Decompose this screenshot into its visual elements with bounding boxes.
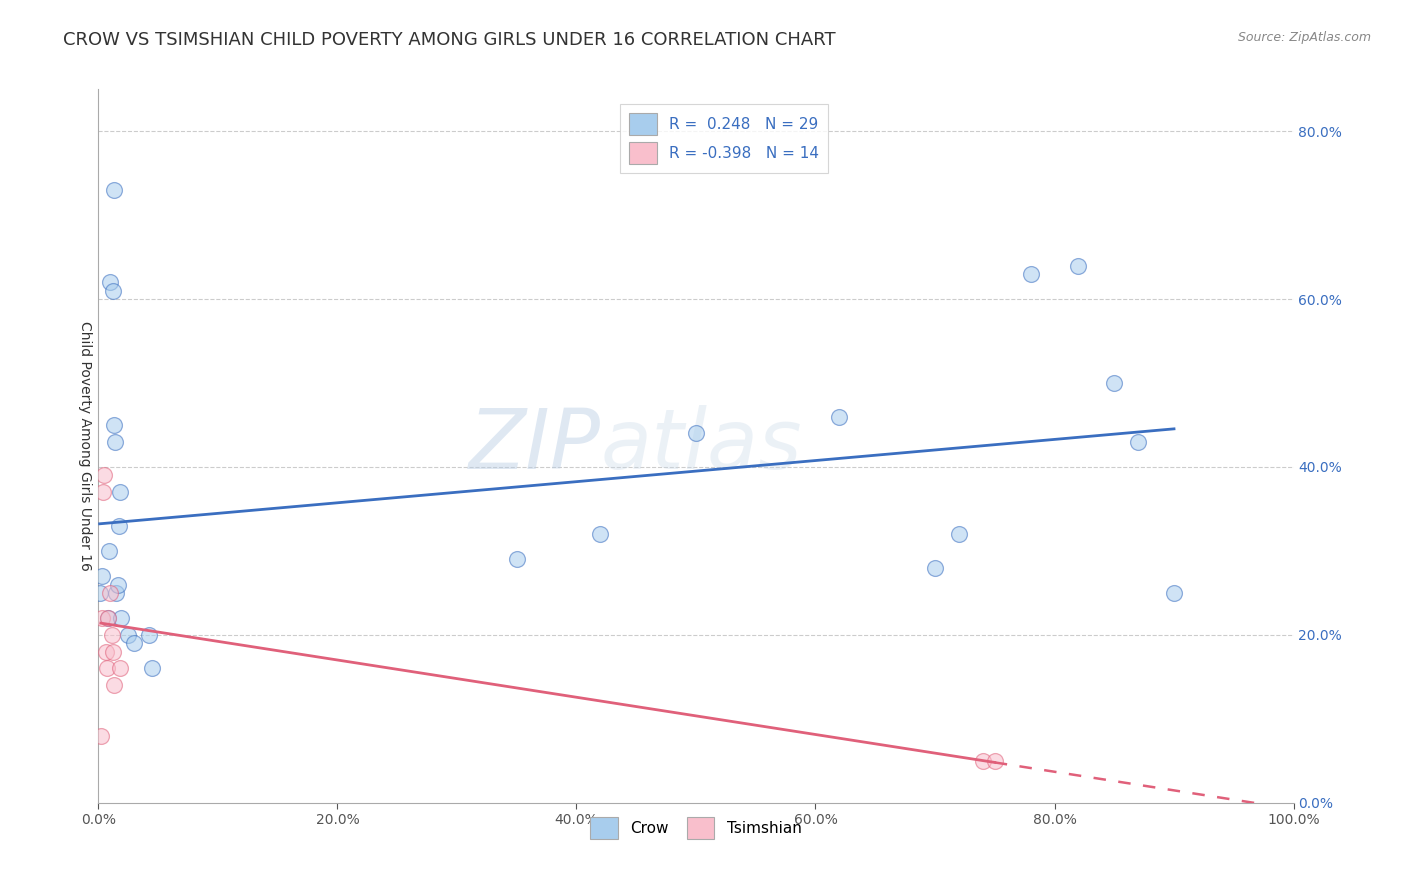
Point: [506, 552, 529, 566]
Point: [1019, 267, 1042, 281]
Point: [124, 636, 146, 650]
Point: [89, 586, 111, 600]
Point: [1128, 434, 1150, 449]
Point: [104, 434, 127, 449]
Point: [141, 661, 163, 675]
Point: [103, 678, 125, 692]
Point: [103, 183, 125, 197]
Point: [103, 417, 125, 432]
Point: [1163, 586, 1185, 600]
Point: [91, 569, 114, 583]
Point: [110, 611, 132, 625]
Point: [97, 611, 120, 625]
Point: [96, 661, 118, 675]
Point: [98, 586, 122, 600]
Point: [101, 645, 124, 659]
Point: [924, 560, 946, 574]
Point: [138, 628, 160, 642]
Point: [107, 577, 129, 591]
Point: [972, 754, 994, 768]
Legend: Crow, Tsimshian: Crow, Tsimshian: [585, 811, 807, 845]
Point: [1067, 259, 1090, 273]
Text: atlas: atlas: [600, 406, 801, 486]
Point: [94, 645, 117, 659]
Point: [589, 527, 612, 541]
Point: [101, 284, 124, 298]
Point: [91, 485, 114, 500]
Point: [108, 485, 131, 500]
Point: [97, 611, 120, 625]
Point: [105, 586, 128, 600]
Point: [948, 527, 970, 541]
Point: [98, 544, 121, 558]
Text: ZIP: ZIP: [468, 406, 600, 486]
Point: [828, 409, 851, 424]
Point: [93, 468, 115, 483]
Point: [685, 426, 707, 441]
Point: [117, 628, 139, 642]
Text: CROW VS TSIMSHIAN CHILD POVERTY AMONG GIRLS UNDER 16 CORRELATION CHART: CROW VS TSIMSHIAN CHILD POVERTY AMONG GI…: [63, 31, 837, 49]
Point: [1104, 376, 1126, 390]
Point: [108, 661, 131, 675]
Point: [107, 518, 129, 533]
Point: [984, 754, 1007, 768]
Point: [91, 611, 114, 625]
Point: [98, 275, 122, 289]
Y-axis label: Child Poverty Among Girls Under 16: Child Poverty Among Girls Under 16: [77, 321, 91, 571]
Point: [100, 628, 122, 642]
Point: [90, 729, 112, 743]
Text: Source: ZipAtlas.com: Source: ZipAtlas.com: [1237, 31, 1371, 45]
